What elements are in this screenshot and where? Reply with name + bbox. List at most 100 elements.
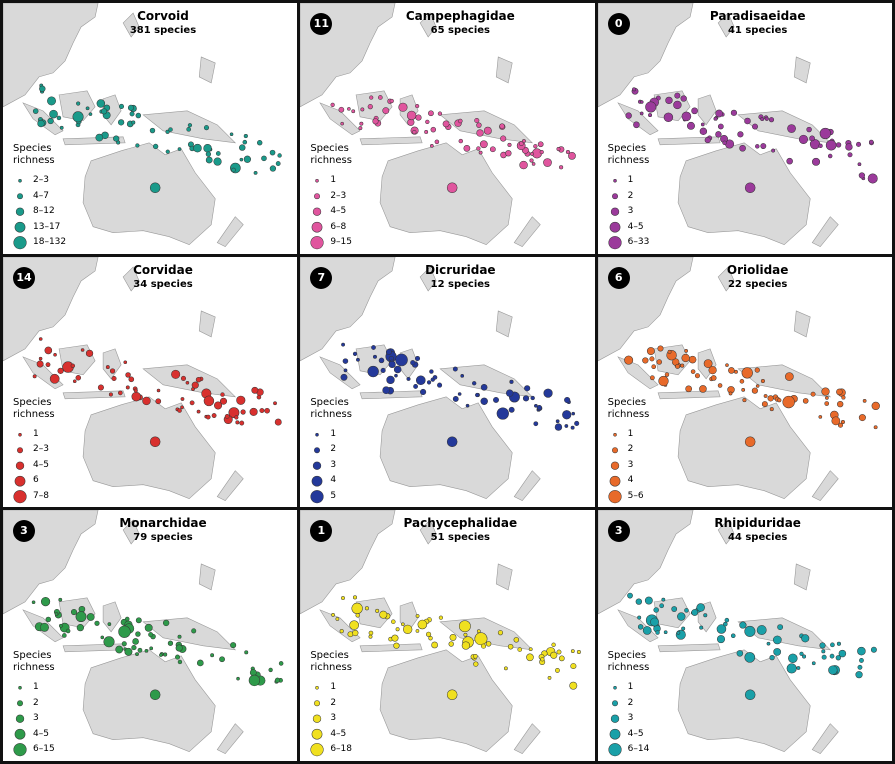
legend-symbol (311, 475, 323, 487)
occurrence-dot (674, 92, 680, 99)
occurrence-dot (203, 395, 215, 406)
occurrence-dot (574, 420, 580, 426)
occurrence-dot (656, 358, 662, 365)
occurrence-dot (844, 143, 853, 151)
legend-title: Species richness (13, 143, 55, 166)
occurrence-dot (759, 117, 764, 122)
occurrence-dot (836, 642, 841, 647)
occurrence-dot (375, 609, 380, 614)
occurrence-dot (714, 131, 722, 138)
occurrence-dot (513, 637, 520, 643)
occurrence-dot (353, 351, 358, 356)
occurrence-dot (548, 676, 552, 681)
occurrence-dot (395, 353, 409, 366)
occurrence-dot (149, 646, 154, 651)
occurrence-dot (577, 650, 582, 655)
occurrence-dot (736, 650, 743, 657)
landmass (82, 649, 216, 753)
occurrence-dot (186, 127, 191, 132)
legend-label: 2–3 (33, 444, 49, 455)
occurrence-dot (835, 655, 841, 661)
occurrence-dot (340, 373, 348, 381)
occurrence-dot (137, 648, 143, 653)
legend-label: 2 (627, 697, 634, 708)
occurrence-dot (763, 393, 768, 398)
occurrence-dot (550, 652, 558, 660)
occurrence-dot (799, 652, 804, 657)
occurrence-dot (248, 675, 261, 687)
occurrence-dot (118, 390, 123, 395)
occurrence-dot (415, 355, 421, 361)
occurrence-dot (716, 635, 725, 644)
occurrence-dot (857, 665, 863, 671)
map-panel: 7 Dicruridae 12 species Species richness 1 2 3… (300, 256, 595, 508)
map-panel: 0 Paradisaeidae 41 species Species richness… (597, 3, 892, 254)
occurrence-dot (49, 109, 58, 119)
occurrence-dot (135, 631, 141, 638)
occurrence-dot (210, 653, 215, 658)
occurrence-dot (680, 95, 687, 102)
occurrence-dot (372, 118, 379, 125)
occurrence-dot (529, 647, 533, 652)
occurrence-dot (47, 96, 56, 106)
landmass (657, 643, 721, 653)
landmass (657, 390, 721, 399)
landmass (198, 310, 216, 337)
legend-symbol (608, 236, 622, 250)
map (3, 256, 282, 503)
occurrence-dot (862, 398, 867, 403)
legend-symbol (314, 193, 321, 200)
occurrence-dot (696, 603, 705, 613)
landmass (496, 56, 513, 84)
occurrence-dot (571, 411, 576, 416)
occurrence-dot (239, 157, 244, 162)
occurrence-dot (871, 401, 880, 410)
occurrence-dot (831, 416, 840, 425)
panel-title: Campephagidae (405, 9, 515, 23)
occurrence-dot (449, 634, 457, 642)
landmass (653, 597, 691, 629)
occurrence-dot (448, 641, 455, 648)
legend-label: 13–17 (33, 221, 61, 232)
occurrence-dot (716, 624, 726, 635)
occurrence-dot (500, 135, 507, 142)
occurrence-dot (113, 135, 120, 142)
legend-label: 3 (330, 713, 337, 724)
occurrence-dot (526, 653, 535, 662)
occurrence-dot (187, 123, 193, 128)
landmass (359, 390, 423, 399)
landmass (439, 110, 534, 144)
occurrence-dot (867, 173, 878, 184)
occurrence-dot (236, 395, 246, 405)
occurrence-dot (433, 374, 438, 380)
legend-symbol (17, 700, 23, 707)
legend-label: 1 (627, 682, 634, 693)
species-count: 44 species (727, 532, 788, 544)
legend-symbol (609, 475, 621, 487)
occurrence-dot (59, 624, 63, 628)
occurrence-dot (505, 150, 512, 157)
occurrence-dot (458, 391, 462, 396)
landmass (737, 110, 831, 144)
occurrence-dot (415, 629, 420, 634)
occurrence-dot (96, 99, 106, 108)
occurrence-dot (736, 131, 744, 138)
legend-label: 2–3 (330, 190, 347, 201)
occurrence-dot (479, 150, 483, 155)
occurrence-dot (818, 414, 822, 419)
legend-symbol (612, 179, 617, 183)
occurrence-dot (403, 625, 413, 635)
occurrence-dot (533, 144, 538, 149)
occurrence-dot (543, 158, 553, 167)
legend-symbol (611, 193, 618, 200)
occurrence-dot (810, 391, 816, 397)
occurrence-dot (827, 153, 833, 159)
occurrence-dot (679, 363, 684, 368)
landmass (62, 390, 126, 399)
occurrence-dot (369, 95, 374, 100)
occurrence-dot (824, 400, 829, 406)
occurrence-dot (733, 369, 738, 374)
occurrence-dot (676, 612, 686, 622)
map-panel: 6 Oriolidae 22 species Species richness 1 2 3 4… (597, 256, 892, 508)
occurrence-dot (118, 119, 125, 126)
